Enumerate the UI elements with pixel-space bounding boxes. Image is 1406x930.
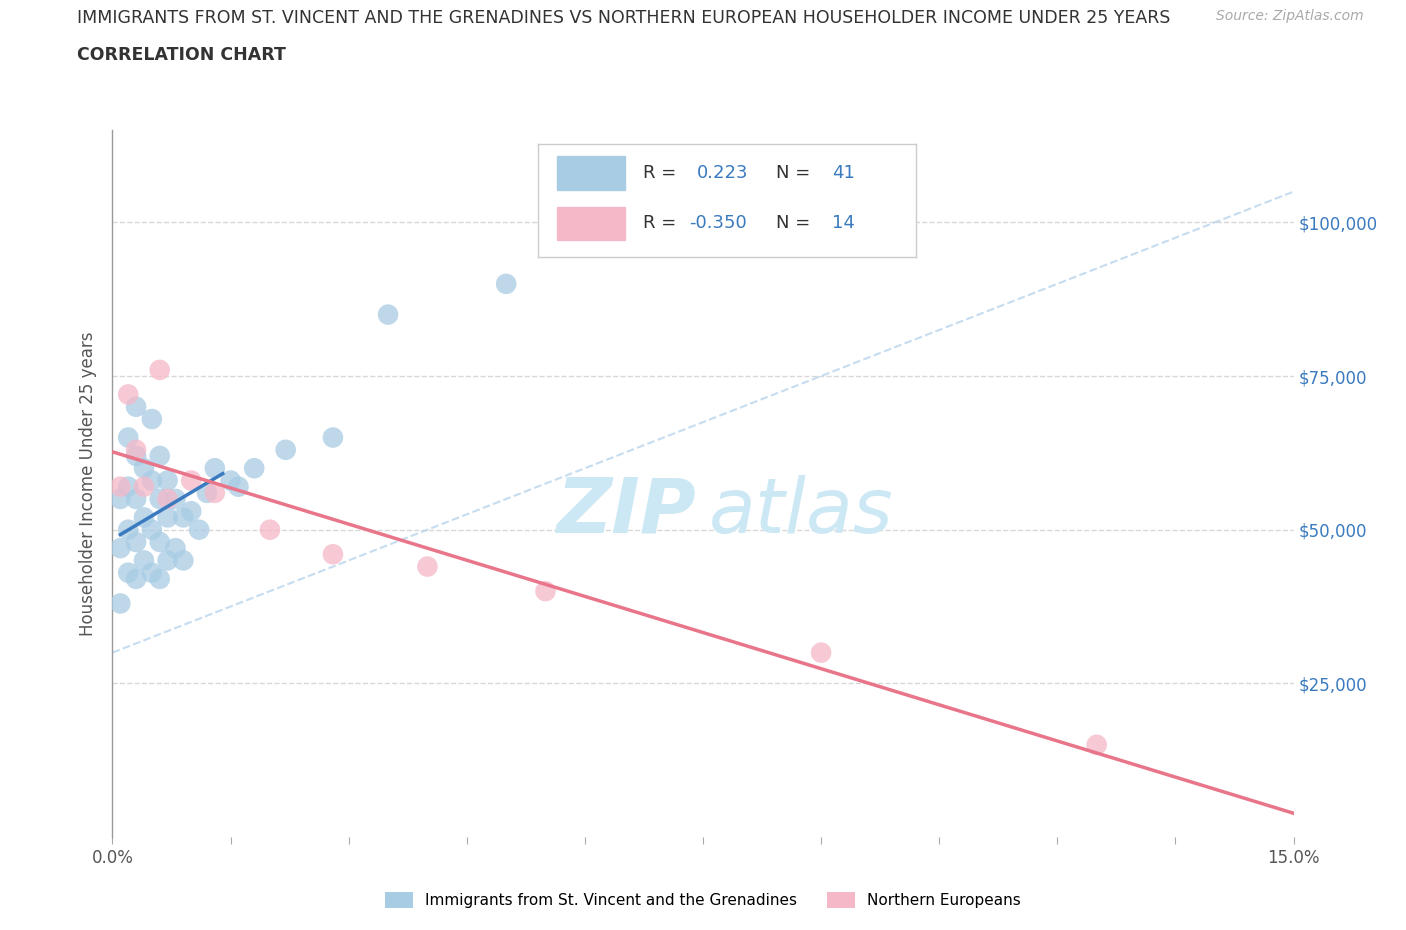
Point <box>156 492 179 507</box>
Point <box>156 510 179 525</box>
Text: Source: ZipAtlas.com: Source: ZipAtlas.com <box>1216 9 1364 23</box>
Point <box>125 448 148 463</box>
Point <box>125 492 148 507</box>
Point <box>117 565 139 580</box>
Point <box>172 510 194 525</box>
Point <box>322 547 344 562</box>
Point <box>125 535 148 550</box>
Point <box>141 412 163 427</box>
Point <box>534 584 557 599</box>
Point <box>156 473 179 488</box>
Point <box>132 553 155 568</box>
Point <box>416 559 439 574</box>
Point <box>377 307 399 322</box>
Text: IMMIGRANTS FROM ST. VINCENT AND THE GRENADINES VS NORTHERN EUROPEAN HOUSEHOLDER : IMMIGRANTS FROM ST. VINCENT AND THE GREN… <box>77 9 1171 27</box>
Point <box>172 553 194 568</box>
Legend: Immigrants from St. Vincent and the Grenadines, Northern Europeans: Immigrants from St. Vincent and the Gren… <box>380 886 1026 914</box>
Point <box>274 443 297 458</box>
Point <box>259 523 281 538</box>
Point <box>132 460 155 475</box>
Point <box>117 387 139 402</box>
Point <box>117 479 139 494</box>
Point <box>117 430 139 445</box>
Text: atlas: atlas <box>709 475 893 549</box>
Point <box>110 492 132 507</box>
Point <box>188 523 211 538</box>
Point <box>165 540 187 555</box>
Point <box>243 460 266 475</box>
Y-axis label: Householder Income Under 25 years: Householder Income Under 25 years <box>79 331 97 636</box>
Point <box>149 571 172 586</box>
Point <box>110 596 132 611</box>
Point <box>1085 737 1108 752</box>
Point <box>495 276 517 291</box>
Point <box>810 645 832 660</box>
Text: ZIP: ZIP <box>557 475 697 549</box>
Point <box>149 492 172 507</box>
Point <box>228 479 250 494</box>
Point <box>149 448 172 463</box>
Point <box>125 443 148 458</box>
Point <box>149 363 172 378</box>
Point <box>149 535 172 550</box>
Point <box>165 492 187 507</box>
Point <box>125 399 148 414</box>
Point <box>141 473 163 488</box>
Point <box>180 473 202 488</box>
Point <box>110 540 132 555</box>
Point <box>125 571 148 586</box>
Point <box>132 479 155 494</box>
Point <box>204 460 226 475</box>
Point <box>195 485 218 500</box>
Text: CORRELATION CHART: CORRELATION CHART <box>77 46 287 64</box>
Point <box>110 479 132 494</box>
Point <box>117 523 139 538</box>
Point <box>132 510 155 525</box>
Point <box>141 523 163 538</box>
Point <box>322 430 344 445</box>
Point <box>141 565 163 580</box>
Point <box>180 504 202 519</box>
Point <box>219 473 242 488</box>
Point <box>204 485 226 500</box>
Point <box>156 553 179 568</box>
